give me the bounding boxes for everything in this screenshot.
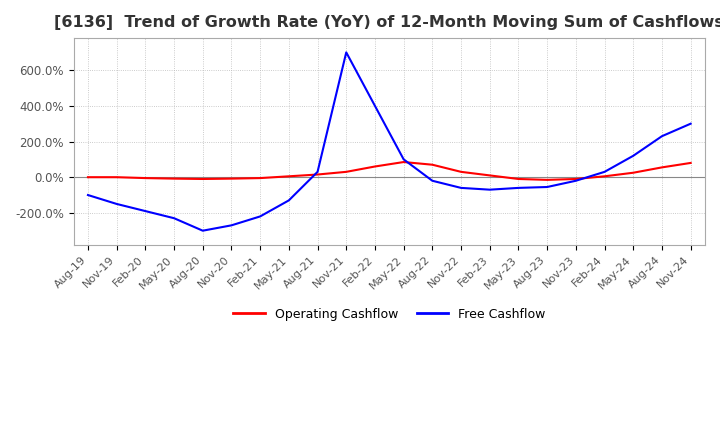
Title: [6136]  Trend of Growth Rate (YoY) of 12-Month Moving Sum of Cashflows: [6136] Trend of Growth Rate (YoY) of 12-… — [55, 15, 720, 30]
Legend: Operating Cashflow, Free Cashflow: Operating Cashflow, Free Cashflow — [228, 303, 550, 326]
